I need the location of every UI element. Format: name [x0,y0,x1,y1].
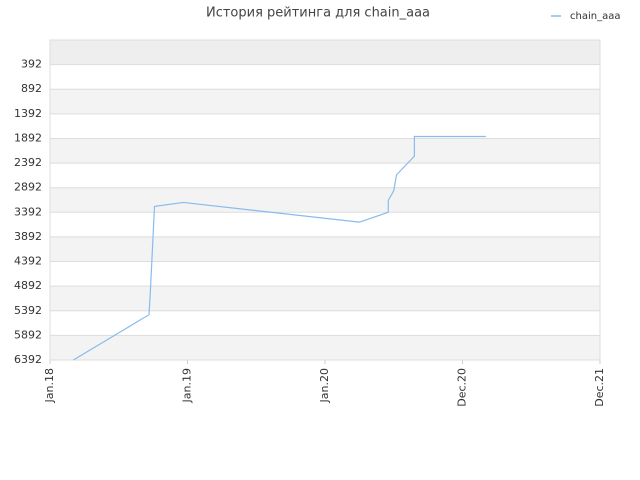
series-line [73,135,486,361]
y-tick-label: 4392 [14,255,42,268]
y-tick-label: 2892 [14,181,42,194]
y-tick-label: 6392 [14,353,42,366]
grid-band [50,335,600,360]
grid-band [50,286,600,311]
legend-label: chain_aaa [570,11,620,22]
x-tick-label: Dec.20 [456,368,469,407]
x-tick-label: Jan.20 [318,368,331,403]
x-tick-label: Jan.18 [43,368,56,403]
y-tick-label: 5392 [14,304,42,317]
y-tick-label: 3392 [14,205,42,218]
grid-band [50,138,600,164]
y-tick-label: 3892 [14,230,42,243]
y-tick-label: 1892 [14,131,42,144]
plot-border [49,39,601,361]
grid-band [50,40,600,65]
grid-band [50,236,600,262]
y-tick-label: 892 [21,82,42,95]
chart-title: История рейтинга для chain_aaa [206,6,430,21]
grid-band [50,89,600,114]
y-tick-label: 392 [21,58,42,71]
y-tick-label: 4892 [14,279,42,292]
y-tick-label: 1392 [14,107,42,120]
y-tick-label: 2392 [14,156,42,169]
y-tick-label: 5892 [14,328,42,341]
x-tick-label: Dec.21 [593,368,606,407]
x-tick-label: Jan.19 [181,368,194,403]
grid-band [50,187,600,213]
